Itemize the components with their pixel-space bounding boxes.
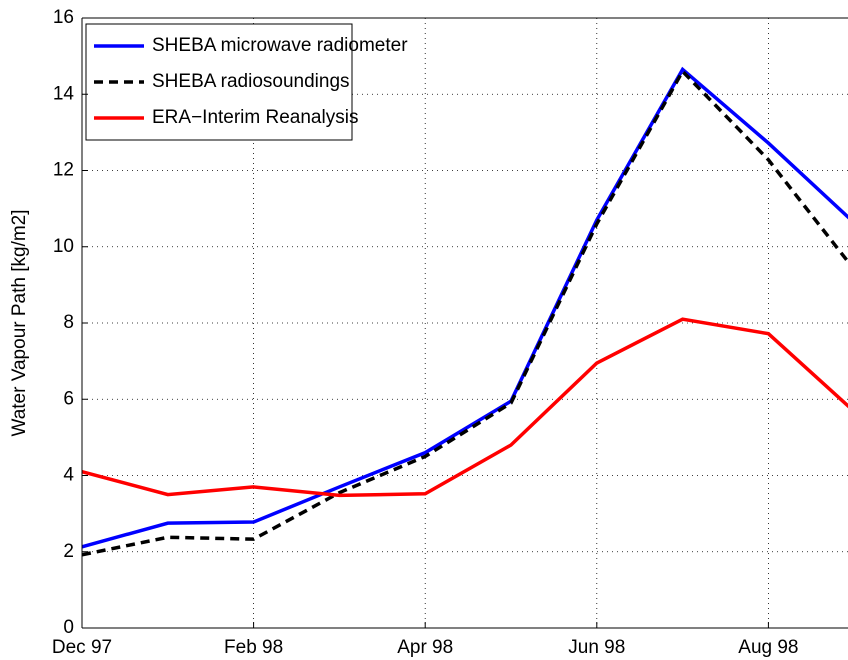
y-tick-label: 16 [53,7,74,28]
x-tick-label: Jun 98 [568,637,625,658]
y-axis-label: Water Vapour Path [kg/m2] [9,209,30,436]
legend: SHEBA microwave radiometer SHEBA radiosou… [85,23,408,141]
x-tick-label: Apr 98 [397,637,453,658]
y-tick-label: 10 [53,236,74,257]
y-tick-label: 12 [53,160,74,181]
x-tick-label: Dec 97 [52,637,112,658]
series-line [82,66,848,549]
y-tick-label: 4 [63,465,74,486]
y-tick-label: 2 [63,541,74,562]
legend-label: ERA−Interim Reanalysis [152,107,358,128]
series-line [82,68,848,557]
y-tick-label: 6 [63,388,74,409]
legend-box [85,23,353,141]
y-tick-label: 0 [63,617,74,638]
plot-lines [82,66,848,557]
series-line [82,317,848,498]
y-tick-label: 14 [53,83,75,104]
legend-label: SHEBA microwave radiometer [152,35,408,56]
x-tick-label: Aug 98 [738,637,798,658]
x-tick-label: Feb 98 [224,637,283,658]
legend-label: SHEBA radiosoundings [152,71,350,92]
y-tick-label: 8 [63,312,74,333]
